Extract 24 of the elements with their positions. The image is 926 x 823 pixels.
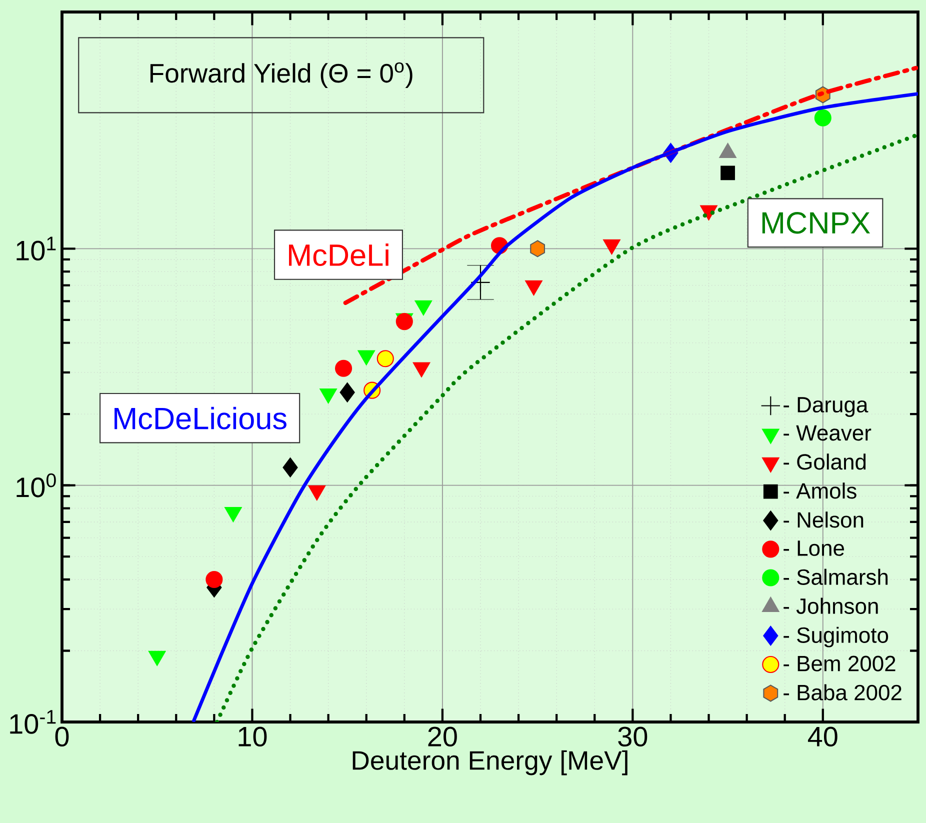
legend-label: - Weaver [784,425,872,441]
legend-label: - Daruga [784,397,868,417]
legend-label: - Amols [784,482,856,499]
legend-label: - Sugimoto [784,626,888,648]
legend-label: - Johnson [784,598,878,614]
y-tick-label: 10$^{-1}$ [10,710,56,734]
x-tick-label: 10 [238,726,267,747]
x-tick-label: 20 [428,726,457,747]
x-tick-label: 40 [808,726,838,747]
y-tick-label: 10$^{0}$ [16,473,56,498]
legend-label: - Lone [784,540,844,556]
series-label: MCNPX [762,212,870,234]
y-tick-label: 10$^{1}$ [16,236,56,261]
legend-label: - Salmarsh [784,568,888,585]
legend-label: - Bem 2002 [784,656,896,672]
x-axis-title: Deuteron Energy [MeV] [352,750,628,776]
series-label: McDeLicious [114,406,286,430]
legend-label: - Baba 2002 [784,684,902,700]
series-label: McDeLi [289,244,388,266]
legend-label: - Goland [784,454,866,470]
text: Forward Yield (Θ = 0$^{o}$) [150,62,412,88]
legend-label: - Nelson [784,512,864,528]
x-tick-label: 0 [55,726,69,747]
x-tick-label: 30 [618,726,648,747]
